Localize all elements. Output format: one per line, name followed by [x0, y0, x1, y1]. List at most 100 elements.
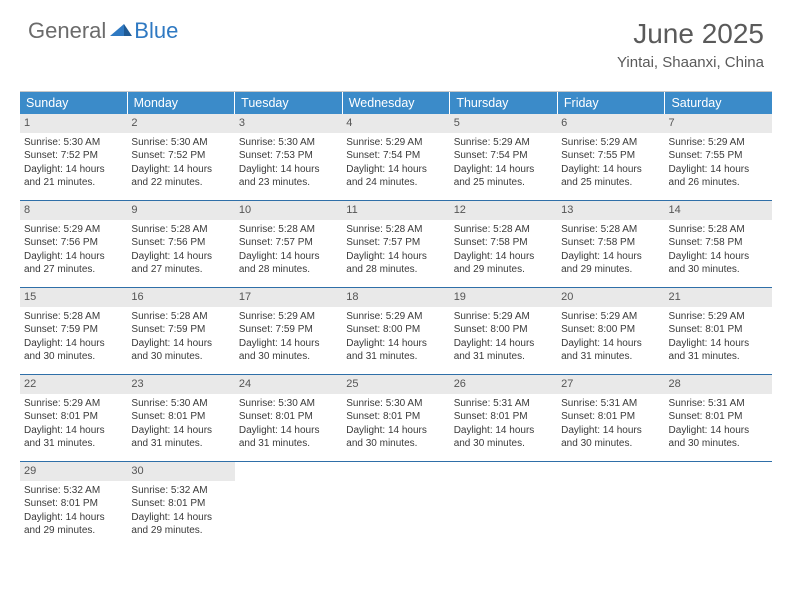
day-cell: 2Sunrise: 5:30 AMSunset: 7:52 PMDaylight…	[127, 114, 234, 200]
daylight-text-1: Daylight: 14 hours	[131, 250, 230, 264]
sunrise-text: Sunrise: 5:29 AM	[561, 310, 660, 324]
daylight-text-2: and 27 minutes.	[131, 263, 230, 277]
daylight-text-1: Daylight: 14 hours	[24, 250, 123, 264]
daylight-text-1: Daylight: 14 hours	[239, 250, 338, 264]
sunset-text: Sunset: 8:01 PM	[24, 410, 123, 424]
daylight-text-2: and 28 minutes.	[239, 263, 338, 277]
day-number: 17	[235, 288, 342, 307]
day-number: 8	[20, 201, 127, 220]
sunrise-text: Sunrise: 5:31 AM	[669, 397, 768, 411]
sunset-text: Sunset: 7:56 PM	[131, 236, 230, 250]
sunrise-text: Sunrise: 5:30 AM	[24, 136, 123, 150]
daylight-text-1: Daylight: 14 hours	[131, 163, 230, 177]
daylight-text-2: and 22 minutes.	[131, 176, 230, 190]
day-number: 30	[127, 462, 234, 481]
sunrise-text: Sunrise: 5:29 AM	[346, 136, 445, 150]
dow-row: SundayMondayTuesdayWednesdayThursdayFrid…	[20, 92, 772, 114]
day-cell: 30 Sunrise: 5:32 AMSunset: 8:01 PMDayligh…	[127, 462, 234, 548]
day-cell: 27 Sunrise: 5:31 AMSunset: 8:01 PMDayligh…	[557, 375, 664, 461]
sunrise-text: Sunrise: 5:28 AM	[561, 223, 660, 237]
day-body: Sunrise: 5:32 AMSunset: 8:01 PMDaylight:…	[127, 484, 234, 538]
daylight-text-2: and 30 minutes.	[239, 350, 338, 364]
daylight-text-1: Daylight: 14 hours	[561, 424, 660, 438]
daylight-text-2: and 25 minutes.	[561, 176, 660, 190]
day-number: 4	[342, 114, 449, 133]
sunset-text: Sunset: 8:00 PM	[346, 323, 445, 337]
day-body: Sunrise: 5:29 AMSunset: 7:54 PMDaylight:…	[450, 136, 557, 190]
daylight-text-1: Daylight: 14 hours	[669, 337, 768, 351]
sunset-text: Sunset: 7:56 PM	[24, 236, 123, 250]
day-body: Sunrise: 5:28 AMSunset: 7:59 PMDaylight:…	[127, 310, 234, 364]
sunset-text: Sunset: 8:01 PM	[346, 410, 445, 424]
sunset-text: Sunset: 8:01 PM	[454, 410, 553, 424]
sunrise-text: Sunrise: 5:31 AM	[454, 397, 553, 411]
sunset-text: Sunset: 7:52 PM	[131, 149, 230, 163]
sunset-text: Sunset: 8:01 PM	[239, 410, 338, 424]
day-cell: 26Sunrise: 5:31 AMSunset: 8:01 PMDayligh…	[450, 375, 557, 461]
day-body: Sunrise: 5:29 AMSunset: 7:55 PMDaylight:…	[557, 136, 664, 190]
day-cell: 13Sunrise: 5:28 AMSunset: 7:58 PMDayligh…	[557, 201, 664, 287]
day-body: Sunrise: 5:28 AMSunset: 7:56 PMDaylight:…	[127, 223, 234, 277]
week-row: 8 Sunrise: 5:29 AMSunset: 7:56 PMDaylight…	[20, 201, 772, 288]
daylight-text-2: and 24 minutes.	[346, 176, 445, 190]
day-cell: 19Sunrise: 5:29 AMSunset: 8:00 PMDayligh…	[450, 288, 557, 374]
day-cell: 22Sunrise: 5:29 AMSunset: 8:01 PMDayligh…	[20, 375, 127, 461]
day-body: Sunrise: 5:28 AMSunset: 7:59 PMDaylight:…	[20, 310, 127, 364]
day-number: 15	[20, 288, 127, 307]
day-number: 28	[665, 375, 772, 394]
day-cell	[557, 462, 664, 548]
sunset-text: Sunset: 8:01 PM	[669, 323, 768, 337]
daylight-text-2: and 30 minutes.	[561, 437, 660, 451]
day-body: Sunrise: 5:29 AMSunset: 7:56 PMDaylight:…	[20, 223, 127, 277]
day-number: 27	[557, 375, 664, 394]
sunrise-text: Sunrise: 5:31 AM	[561, 397, 660, 411]
daylight-text-2: and 29 minutes.	[131, 524, 230, 538]
day-cell	[342, 462, 449, 548]
day-body: Sunrise: 5:29 AMSunset: 8:00 PMDaylight:…	[450, 310, 557, 364]
sunset-text: Sunset: 8:00 PM	[561, 323, 660, 337]
dow-cell: Monday	[128, 92, 236, 114]
day-number: 1	[20, 114, 127, 133]
daylight-text-1: Daylight: 14 hours	[454, 337, 553, 351]
day-cell: 1Sunrise: 5:30 AMSunset: 7:52 PMDaylight…	[20, 114, 127, 200]
sunset-text: Sunset: 7:54 PM	[346, 149, 445, 163]
day-cell: 25Sunrise: 5:30 AMSunset: 8:01 PMDayligh…	[342, 375, 449, 461]
day-cell: 7Sunrise: 5:29 AMSunset: 7:55 PMDaylight…	[665, 114, 772, 200]
page-header: General Blue June 2025 Yintai, Shaanxi, …	[0, 0, 792, 77]
day-number: 6	[557, 114, 664, 133]
sunrise-text: Sunrise: 5:30 AM	[131, 397, 230, 411]
sunrise-text: Sunrise: 5:30 AM	[239, 397, 338, 411]
title-block: June 2025 Yintai, Shaanxi, China	[617, 18, 764, 71]
dow-cell: Thursday	[450, 92, 558, 114]
sunrise-text: Sunrise: 5:29 AM	[454, 310, 553, 324]
dow-cell: Saturday	[665, 92, 772, 114]
sunrise-text: Sunrise: 5:29 AM	[346, 310, 445, 324]
daylight-text-1: Daylight: 14 hours	[346, 424, 445, 438]
week-row: 15Sunrise: 5:28 AMSunset: 7:59 PMDayligh…	[20, 288, 772, 375]
daylight-text-2: and 31 minutes.	[561, 350, 660, 364]
daylight-text-2: and 29 minutes.	[454, 263, 553, 277]
sunrise-text: Sunrise: 5:29 AM	[669, 310, 768, 324]
sunset-text: Sunset: 7:55 PM	[561, 149, 660, 163]
sunset-text: Sunset: 7:58 PM	[454, 236, 553, 250]
daylight-text-2: and 31 minutes.	[669, 350, 768, 364]
daylight-text-1: Daylight: 14 hours	[24, 511, 123, 525]
sunset-text: Sunset: 7:53 PM	[239, 149, 338, 163]
sunset-text: Sunset: 8:01 PM	[669, 410, 768, 424]
daylight-text-1: Daylight: 14 hours	[454, 424, 553, 438]
daylight-text-1: Daylight: 14 hours	[131, 424, 230, 438]
day-body: Sunrise: 5:28 AMSunset: 7:58 PMDaylight:…	[557, 223, 664, 277]
day-number: 20	[557, 288, 664, 307]
sunrise-text: Sunrise: 5:32 AM	[131, 484, 230, 498]
day-body: Sunrise: 5:31 AMSunset: 8:01 PMDaylight:…	[557, 397, 664, 451]
daylight-text-1: Daylight: 14 hours	[454, 163, 553, 177]
daylight-text-1: Daylight: 14 hours	[239, 163, 338, 177]
day-body: Sunrise: 5:29 AMSunset: 8:01 PMDaylight:…	[665, 310, 772, 364]
daylight-text-1: Daylight: 14 hours	[669, 163, 768, 177]
daylight-text-1: Daylight: 14 hours	[24, 424, 123, 438]
sunrise-text: Sunrise: 5:32 AM	[24, 484, 123, 498]
day-number: 24	[235, 375, 342, 394]
day-number: 14	[665, 201, 772, 220]
day-cell: 23Sunrise: 5:30 AMSunset: 8:01 PMDayligh…	[127, 375, 234, 461]
daylight-text-2: and 26 minutes.	[669, 176, 768, 190]
